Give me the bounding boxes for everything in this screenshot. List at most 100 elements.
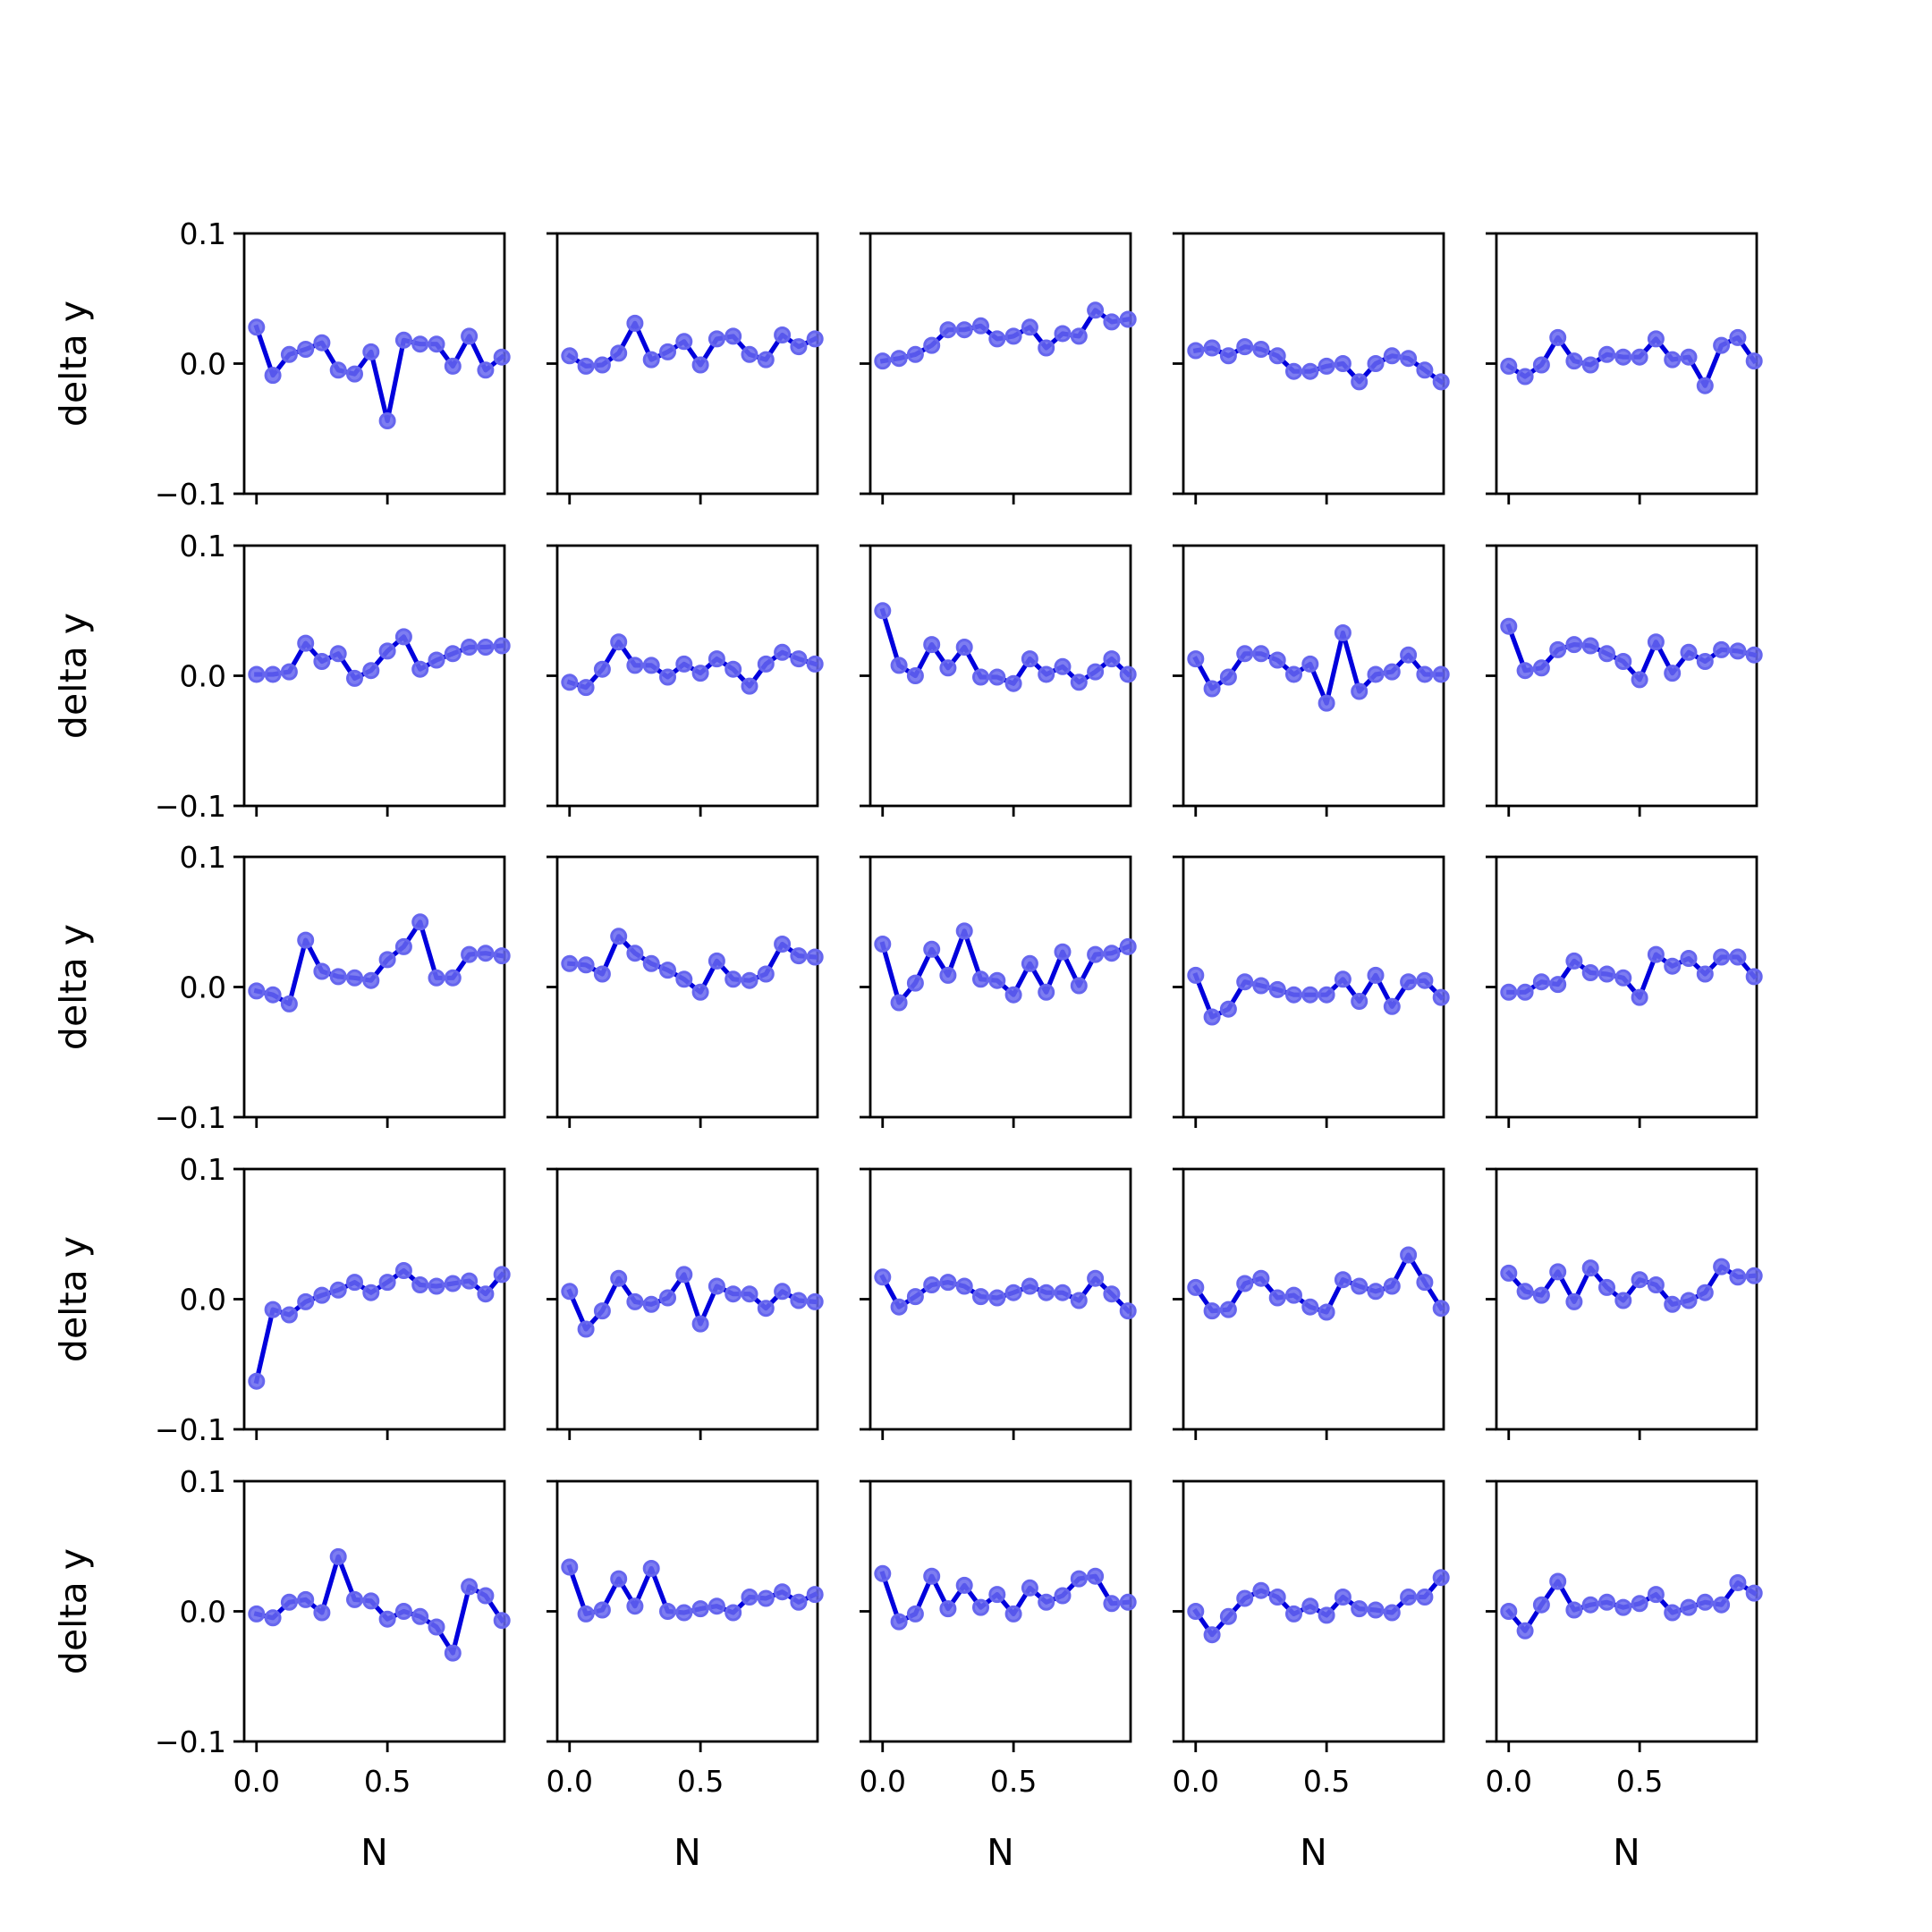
panel-r5-c5: 0.0 0.5 N [1486, 1479, 1763, 1874]
data-point [1054, 943, 1072, 961]
data-point [626, 945, 644, 962]
data-point [724, 327, 742, 345]
series-line [1192, 630, 1444, 706]
x-axis-label: N [674, 1831, 701, 1874]
data-point [1334, 1589, 1352, 1606]
data-point [428, 651, 445, 669]
data-point [923, 1276, 941, 1293]
data-point [1631, 988, 1648, 1006]
data-point [1318, 357, 1335, 375]
data-point [428, 1277, 445, 1295]
data-point [741, 971, 758, 989]
data-point [329, 1281, 347, 1299]
panel-r2-c5 [1486, 544, 1763, 817]
panel-r1-c5 [1486, 232, 1763, 504]
data-point [1187, 1278, 1205, 1296]
data-point [1252, 1269, 1270, 1287]
data-point [1532, 973, 1550, 991]
data-point [906, 974, 924, 992]
data-point [1713, 948, 1731, 966]
x-tick-label: 0.5 [364, 1764, 411, 1799]
series-line [253, 919, 505, 1007]
data-point [724, 1285, 742, 1303]
data-point [1549, 640, 1567, 658]
data-point [1070, 1570, 1088, 1588]
data-point [593, 1601, 611, 1619]
data-point [1021, 318, 1038, 336]
data-point [264, 367, 282, 385]
data-point [757, 1300, 775, 1318]
data-point [1268, 651, 1286, 669]
data-point [477, 639, 495, 656]
data-point [1647, 945, 1665, 963]
data-point [1268, 1289, 1286, 1307]
panel-r2-c3 [860, 544, 1137, 817]
data-point [741, 1285, 758, 1303]
data-point [1614, 1292, 1632, 1309]
data-point [1500, 617, 1518, 635]
panel-r3-c5 [1486, 855, 1763, 1128]
data-point [428, 969, 445, 987]
panel-r4-c3 [860, 1167, 1137, 1440]
data-point [1318, 1606, 1335, 1624]
data-point [1367, 1601, 1385, 1619]
data-point [790, 1292, 808, 1309]
data-point [561, 1283, 579, 1301]
data-point [1103, 945, 1121, 962]
data-point [708, 952, 725, 970]
data-point [741, 677, 758, 695]
series-line [566, 934, 818, 995]
panel-r1-c4 [1173, 232, 1450, 504]
data-point [1383, 347, 1401, 365]
data-point [1647, 633, 1665, 651]
data-point [1549, 1263, 1567, 1281]
data-point [1614, 1598, 1632, 1616]
series-line [566, 640, 818, 691]
data-point [461, 639, 479, 656]
data-point [1696, 653, 1714, 670]
data-point [806, 1586, 824, 1604]
data-point [248, 1605, 266, 1623]
data-point [1219, 1000, 1237, 1018]
data-point [1334, 1271, 1352, 1289]
data-point [1432, 373, 1450, 391]
data-point [691, 1600, 709, 1618]
data-point [1087, 663, 1105, 681]
x-tick-label: 0.0 [547, 1764, 593, 1799]
data-point [1301, 1597, 1319, 1615]
data-point [1416, 665, 1434, 683]
data-point [329, 645, 347, 663]
y-tick-label: −0.1 [155, 1412, 226, 1447]
data-point [1696, 965, 1714, 983]
panel-r1-c1: −0.1 0.0 0.1 delta y [52, 216, 511, 512]
series-line [566, 320, 818, 369]
data-point [1219, 668, 1237, 686]
data-point [461, 945, 479, 963]
data-point [610, 633, 628, 651]
data-point [1598, 1593, 1615, 1611]
data-point [477, 361, 495, 379]
data-point [757, 965, 775, 983]
data-point [313, 962, 331, 980]
y-tick-label: 0.1 [180, 216, 226, 251]
data-point [593, 356, 611, 374]
data-point [1285, 1286, 1302, 1304]
panel-r5-c3: 0.0 0.5 N [860, 1479, 1137, 1874]
data-point [477, 1587, 495, 1605]
panel-r3-c1: −0.1 0.0 0.1 delta y [52, 840, 511, 1135]
data-point [561, 1558, 579, 1576]
data-point [1203, 1008, 1221, 1026]
data-point [1713, 1258, 1731, 1275]
data-point [790, 1593, 808, 1611]
data-point [1070, 1292, 1088, 1309]
data-point [1516, 662, 1534, 680]
data-point [346, 669, 363, 687]
data-point [1500, 1264, 1518, 1282]
y-axis-label: delta y [52, 301, 95, 427]
data-point [1318, 1303, 1335, 1321]
data-point [939, 1600, 957, 1618]
panel-r4-c4 [1173, 1167, 1450, 1440]
data-point [1598, 965, 1615, 983]
data-point [906, 1288, 924, 1306]
data-point [313, 1604, 331, 1622]
